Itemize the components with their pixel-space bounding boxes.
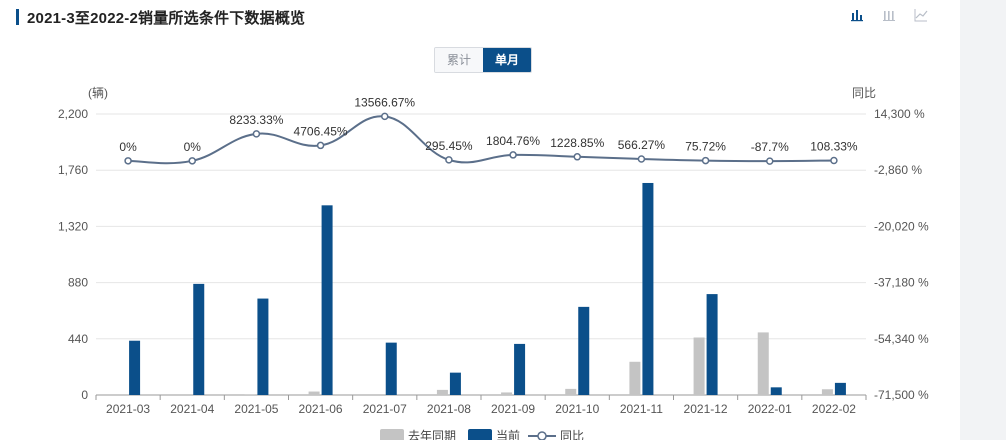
yoy-data-label: 75.72% [685, 140, 726, 154]
bar-current [449, 372, 461, 395]
sales-chart: 0 -71,500 % 440 -54,340 % 880 -37,180 % 1,320 -… [58, 86, 929, 440]
bar-current [321, 205, 333, 395]
y-right-tick-label: -54,340 % [874, 332, 929, 346]
legend-label-yoy: 同比 [560, 429, 584, 440]
bar-current [129, 340, 141, 395]
bar-current [706, 294, 718, 395]
chart-grid [96, 113, 866, 340]
bar-last-year [565, 388, 577, 395]
yoy-point [766, 157, 774, 165]
legend-label-last-year: 去年同期 [408, 429, 456, 440]
line-chart-icon[interactable] [914, 8, 928, 22]
bar-current [834, 382, 846, 395]
yoy-data-label: 1228.85% [550, 136, 604, 150]
yoy-data-label: 0% [119, 140, 137, 154]
yoy-point [573, 153, 581, 161]
y-right-axis-label: 同比 [852, 86, 876, 100]
yoy-data-label: 0% [184, 140, 202, 154]
bar-last-year [436, 389, 448, 395]
yoy-data-label: 13566.67% [354, 95, 415, 109]
bar-last-year [501, 392, 513, 395]
x-tick-label: 2021-11 [620, 402, 663, 416]
yoy-point [509, 151, 517, 159]
x-tick-label: 2021-09 [491, 402, 535, 416]
yoy-data-label: 8233.33% [229, 113, 283, 127]
x-tick-label: 2021-07 [363, 402, 407, 416]
legend-label-current: 当前 [496, 428, 520, 440]
yoy-data-label: -87.7% [751, 140, 789, 154]
period-toggle: 累计 单月 [434, 47, 533, 73]
x-tick-label: 2021-12 [684, 402, 728, 416]
bar-current [642, 182, 654, 395]
bar-current [514, 343, 526, 395]
chart-title-bar: 2021-3至2022-2销量所选条件下数据概览 [16, 6, 305, 28]
page-scroll-gutter [960, 0, 1006, 440]
yoy-point [188, 157, 196, 165]
y-left-tick-label: 880 [68, 276, 88, 290]
bar-chart-icon[interactable] [850, 8, 864, 22]
bar-current [385, 342, 397, 395]
bar-current [257, 298, 269, 395]
legend-swatch-current [468, 429, 492, 440]
y-right-tick-label: -37,180 % [874, 276, 929, 290]
yoy-point [445, 156, 453, 164]
y-left-tick-label: 1,760 [58, 163, 88, 177]
legend-swatch-last-year [380, 429, 404, 440]
y-left-tick-label: 0 [81, 388, 88, 402]
bar-last-year [629, 361, 641, 395]
yoy-point [252, 130, 261, 138]
stacked-bar-icon[interactable] [882, 8, 896, 22]
yoy-line [128, 115, 834, 165]
yoy-data-label: 108.33% [810, 139, 858, 153]
yoy-point [637, 155, 646, 163]
bar-last-year [757, 332, 769, 395]
yoy-data-label: 295.45% [425, 139, 473, 153]
yoy-line-layer [124, 112, 838, 165]
x-tick-label: 2021-04 [170, 402, 214, 416]
chart-axes: 0 -71,500 % 440 -54,340 % 880 -37,180 % 1,320 -… [58, 86, 929, 416]
page-title: 2021-3至2022-2销量所选条件下数据概览 [27, 9, 306, 27]
bar-last-year [244, 394, 256, 395]
chart-bars [129, 182, 846, 395]
y-right-tick-label: 14,300 % [874, 107, 925, 121]
title-accent-bar [16, 9, 19, 25]
y-left-tick-label: 1,320 [58, 219, 88, 233]
chart-legend: 去年同期 当前 同比 [380, 428, 584, 440]
legend-marker-yoy [537, 431, 547, 440]
x-tick-label: 2021-05 [234, 402, 278, 416]
bar-current [770, 387, 782, 395]
yoy-data-label: 566.27% [618, 138, 666, 152]
yoy-value-labels: 0% 0% 8233.33% 4706.45% 13566.67% 295.45% 1804… [119, 95, 858, 154]
y-left-tick-label: 440 [68, 332, 88, 346]
yoy-point [316, 141, 325, 150]
bar-current [578, 306, 590, 395]
x-tick-label: 2021-06 [299, 402, 343, 416]
bar-current [193, 283, 205, 395]
x-tick-label: 2022-02 [812, 402, 856, 416]
y-right-tick-label: -2,860 % [874, 163, 922, 177]
yoy-data-label: 1804.76% [486, 134, 540, 148]
toggle-monthly[interactable]: 单月 [483, 48, 532, 72]
x-tick-label: 2022-01 [748, 402, 792, 416]
y-left-tick-label: 2,200 [58, 107, 88, 121]
x-tick-label: 2021-08 [427, 402, 471, 416]
yoy-point [701, 156, 710, 165]
toggle-cumulative[interactable]: 累计 [435, 48, 484, 72]
bar-last-year [308, 391, 320, 395]
y-right-tick-label: -20,020 % [874, 219, 929, 233]
yoy-point [381, 112, 389, 121]
yoy-data-label: 4706.45% [294, 124, 348, 138]
yoy-point [830, 156, 838, 165]
bar-last-year [693, 337, 705, 395]
x-tick-label: 2021-03 [106, 402, 150, 416]
y-right-tick-label: -71,500 % [874, 388, 929, 402]
chart-type-switcher [850, 8, 928, 22]
bar-last-year [821, 389, 833, 395]
y-left-axis-label: (辆) [88, 86, 108, 100]
yoy-point [124, 157, 132, 165]
x-tick-label: 2021-10 [555, 402, 599, 416]
